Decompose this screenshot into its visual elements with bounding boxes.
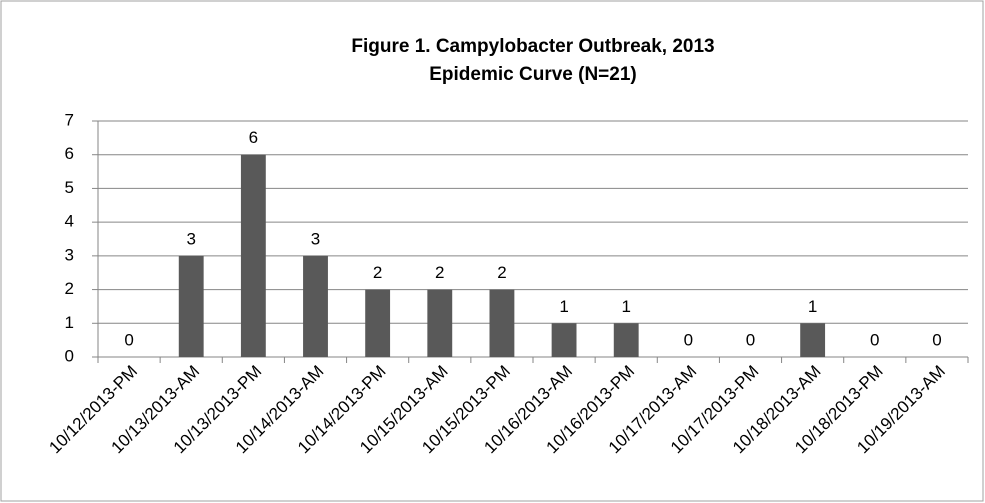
bar xyxy=(427,289,453,357)
data-label: 6 xyxy=(249,128,258,147)
data-label: 0 xyxy=(124,330,133,349)
data-label: 2 xyxy=(497,263,506,282)
bar xyxy=(551,323,577,357)
bar xyxy=(178,255,204,357)
bar xyxy=(800,323,826,357)
data-label: 3 xyxy=(186,229,195,248)
data-label: 0 xyxy=(684,330,693,349)
data-label: 0 xyxy=(870,330,879,349)
chart-title: Figure 1. Campylobacter Outbreak, 2013 xyxy=(351,36,714,57)
y-tick-label: 1 xyxy=(65,313,74,332)
y-tick-label: 0 xyxy=(65,346,74,365)
data-label: 1 xyxy=(808,297,817,316)
bar xyxy=(489,289,515,357)
y-tick-label: 4 xyxy=(65,212,74,231)
data-label: 2 xyxy=(373,263,382,282)
data-label: 2 xyxy=(435,263,444,282)
bar xyxy=(240,154,266,357)
data-label: 3 xyxy=(311,229,320,248)
bar xyxy=(613,323,639,357)
y-tick-label: 3 xyxy=(65,245,74,264)
y-tick-label: 2 xyxy=(65,279,74,298)
bar xyxy=(365,289,391,357)
y-tick-label: 6 xyxy=(65,144,74,163)
bar xyxy=(303,255,328,357)
data-label: 1 xyxy=(621,297,630,316)
y-tick-label: 5 xyxy=(65,178,74,197)
data-label: 0 xyxy=(932,330,941,349)
y-tick-label: 7 xyxy=(65,110,74,129)
data-label: 0 xyxy=(746,330,755,349)
data-label: 1 xyxy=(559,297,568,316)
chart-subtitle: Epidemic Curve (N=21) xyxy=(429,64,637,85)
